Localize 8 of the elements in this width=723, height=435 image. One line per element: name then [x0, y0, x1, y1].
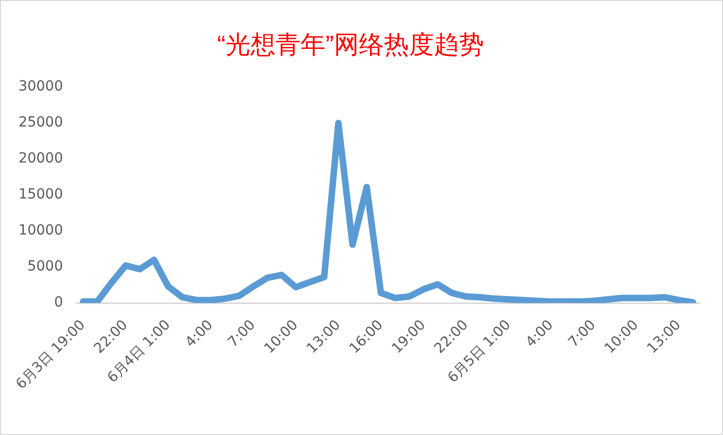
y-tick-label: 25000	[18, 114, 63, 131]
y-tick-label: 20000	[18, 150, 63, 167]
y-tick-label: 0	[54, 294, 63, 311]
y-tick-label: 5000	[27, 258, 63, 275]
y-tick-label: 10000	[18, 222, 63, 239]
y-tick-label: 30000	[18, 78, 63, 95]
chart-title: “光想青年”网络热度趋势	[217, 30, 484, 59]
y-tick-label: 15000	[18, 186, 63, 203]
